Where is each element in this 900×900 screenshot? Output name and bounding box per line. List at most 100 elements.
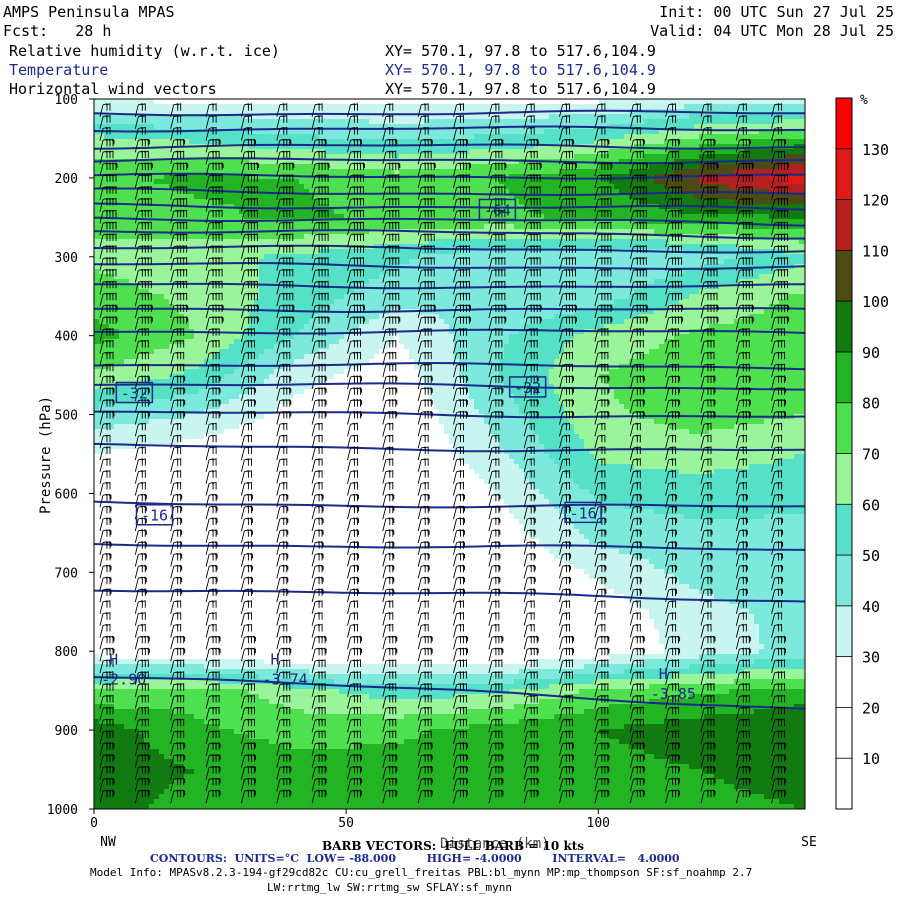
rh-cell (554, 184, 560, 190)
rh-cell (749, 224, 755, 230)
rh-cell (614, 234, 620, 240)
rh-cell (449, 244, 455, 250)
rh-cell (699, 99, 705, 105)
rh-cell (609, 189, 615, 195)
rh-cell (694, 149, 700, 155)
rh-cell (549, 139, 555, 145)
rh-cell (269, 159, 275, 165)
rh-cell (589, 119, 595, 125)
rh-cell (609, 224, 615, 230)
rh-cell (674, 179, 680, 185)
rh-cell (799, 99, 805, 105)
rh-cell (439, 219, 445, 225)
rh-cell (334, 139, 340, 145)
rh-cell (399, 119, 405, 125)
rh-cell (324, 259, 330, 265)
rh-cell (194, 199, 200, 205)
rh-cell (734, 154, 740, 160)
rh-cell (424, 259, 430, 265)
rh-cell (474, 259, 480, 265)
rh-cell (379, 249, 385, 255)
rh-cell (639, 209, 645, 215)
rh-cell (799, 199, 805, 205)
rh-cell (749, 234, 755, 240)
rh-cell (719, 239, 725, 245)
rh-cell (484, 144, 490, 150)
rh-cell (719, 174, 725, 180)
rh-cell (439, 254, 445, 260)
rh-cell (769, 119, 775, 125)
rh-cell (454, 189, 460, 195)
rh-cell (539, 199, 545, 205)
rh-cell (584, 189, 590, 195)
rh-cell (504, 194, 510, 200)
rh-cell (724, 184, 730, 190)
rh-cell (484, 109, 490, 115)
rh-cell (719, 119, 725, 125)
rh-cell (184, 104, 190, 110)
rh-cell (119, 114, 125, 120)
rh-cell (304, 249, 310, 255)
rh-cell (164, 254, 170, 260)
rh-cell (314, 224, 320, 230)
rh-cell (629, 259, 635, 265)
rh-cell (409, 209, 415, 215)
rh-cell (629, 159, 635, 165)
rh-cell (409, 139, 415, 145)
rh-cell (239, 164, 245, 170)
rh-cell (479, 159, 485, 165)
rh-cell (574, 149, 580, 155)
rh-cell (339, 239, 345, 245)
rh-cell (199, 259, 205, 265)
rh-cell (459, 154, 465, 160)
rh-cell (334, 224, 340, 230)
rh-cell (194, 134, 200, 140)
rh-cell (504, 99, 510, 105)
rh-cell (149, 199, 155, 205)
rh-cell (444, 144, 450, 150)
rh-cell (309, 239, 315, 245)
rh-cell (749, 244, 755, 250)
rh-cell (789, 209, 795, 215)
rh-cell (239, 234, 245, 240)
rh-cell (799, 134, 805, 140)
rh-cell (159, 104, 165, 110)
rh-cell (339, 99, 345, 105)
rh-cell (639, 99, 645, 105)
rh-cell (449, 214, 455, 220)
rh-cell (709, 194, 715, 200)
rh-cell (124, 184, 130, 190)
rh-cell (364, 139, 370, 145)
rh-cell (554, 119, 560, 125)
rh-cell (269, 259, 275, 265)
rh-cell (504, 219, 510, 225)
rh-cell (164, 149, 170, 155)
rh-cell (164, 159, 170, 165)
rh-cell (404, 159, 410, 165)
rh-cell (369, 119, 375, 125)
rh-cell (604, 129, 610, 135)
rh-cell (329, 134, 335, 140)
rh-cell (789, 234, 795, 240)
rh-cell (454, 179, 460, 185)
rh-cell (199, 149, 205, 155)
rh-cell (149, 239, 155, 245)
rh-cell (454, 159, 460, 165)
rh-cell (434, 219, 440, 225)
rh-cell (274, 199, 280, 205)
rh-cell (149, 189, 155, 195)
rh-cell (509, 254, 515, 260)
rh-cell (104, 144, 110, 150)
rh-cell (194, 224, 200, 230)
rh-cell (359, 219, 365, 225)
rh-cell (379, 129, 385, 135)
rh-cell (754, 204, 760, 210)
rh-cell (719, 154, 725, 160)
rh-cell (284, 239, 290, 245)
rh-cell (424, 164, 430, 170)
rh-cell (769, 239, 775, 245)
rh-cell (604, 109, 610, 115)
rh-cell (504, 184, 510, 190)
rh-cell (254, 194, 260, 200)
rh-cell (789, 259, 795, 265)
